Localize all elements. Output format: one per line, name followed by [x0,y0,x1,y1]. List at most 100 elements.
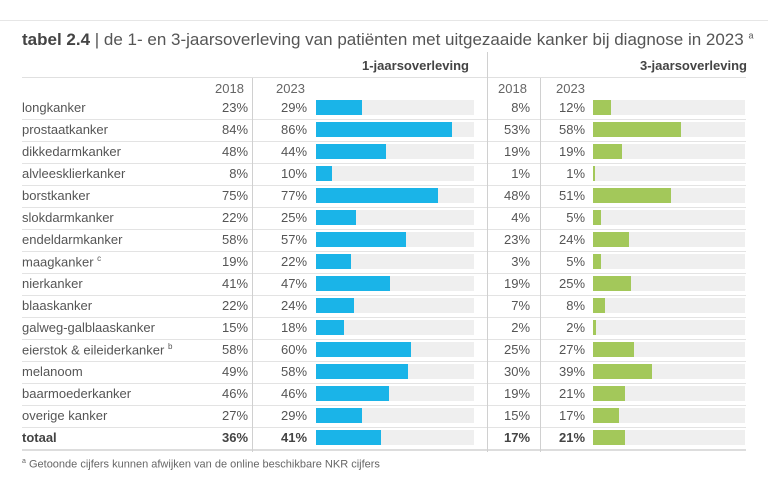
table-title: tabel 2.4 | de 1- en 3-jaarsoverleving v… [22,30,753,50]
bar-track-1yr [316,100,474,115]
value-y1_2023: 44% [280,144,307,159]
year-header-1yr-2018: 2018 [215,81,244,96]
bar-track-3yr [593,100,745,115]
value-y3_2018: 15% [503,408,530,423]
table-row: nierkanker 41% 47% 19% 25% [22,273,746,296]
group-divider [487,52,488,452]
row-label: maagkanker c [22,254,101,269]
value-y3_2018: 4% [511,210,530,225]
row-label-text: longkanker [22,100,86,115]
value-y3_2023: 51% [558,188,585,203]
value-y3_2018: 1% [511,166,530,181]
value-y1_2018: 49% [221,364,248,379]
bar-track-1yr [316,144,474,159]
bar-track-1yr [316,298,474,313]
value-y1_2018: 8% [229,166,248,181]
bar-3yr-2023 [593,254,601,269]
bar-track-1yr [316,408,474,423]
bar-track-1yr [316,320,474,335]
value-y3_2023: 25% [558,276,585,291]
footnote-text: Getoonde cijfers kunnen afwijken van de … [25,458,380,471]
value-y3_2018: 17% [503,430,530,445]
row-label-text: baarmoederkanker [22,386,132,401]
table-number: tabel 2.4 [22,30,91,49]
bar-3yr-2023 [593,122,682,137]
row-label: galweg-galblaaskanker [22,320,155,335]
bar-1yr-2023 [316,386,389,401]
bar-track-1yr [316,254,474,269]
table-row: maagkanker c 19% 22% 3% 5% [22,251,746,274]
bar-1yr-2023 [316,122,452,137]
row-label: borstkanker [22,188,90,203]
total-row: totaal 36% 41% 17% 21% [22,427,746,451]
row-label-text: maagkanker [22,254,94,270]
bar-3yr-2023 [593,232,630,247]
bar-track-3yr [593,144,745,159]
value-y3_2023: 8% [566,298,585,313]
value-y3_2023: 2% [566,320,585,335]
row-label: dikkedarmkanker [22,144,121,159]
value-y3_2023: 5% [566,210,585,225]
footnote-mark: a [22,458,26,465]
value-y1_2018: 48% [221,144,248,159]
row-label: prostaatkanker [22,122,108,137]
value-y1_2018: 46% [221,386,248,401]
value-y1_2023: 25% [280,210,307,225]
value-y1_2018: 58% [221,342,248,357]
row-label-text: overige kanker [22,408,108,423]
bar-track-3yr [593,298,745,313]
value-y3_2023: 17% [558,408,585,423]
bar-track-1yr [316,386,474,401]
bar-track-3yr [593,408,745,423]
bar-track-1yr [316,276,474,291]
value-y3_2023: 24% [558,232,585,247]
bar-3yr-2023 [593,144,622,159]
value-y1_2023: 46% [280,386,307,401]
bar-1yr-2023 [316,188,438,203]
row-label-text: alvleesklierkanker [22,166,126,181]
bar-track-1yr [316,166,474,181]
value-y3_2023: 19% [558,144,585,159]
value-y1_2018: 23% [221,100,248,115]
bar-3yr-2023 [593,298,606,313]
value-y3_2018: 3% [511,254,530,269]
bar-track-1yr [316,188,474,203]
bar-3yr-2023 [593,408,619,423]
bar-track-3yr [593,320,745,335]
bar-3yr-2023 [593,210,601,225]
value-y1_2018: 41% [221,276,248,291]
table-row: dikkedarmkanker 48% 44% 19% 19% [22,141,746,164]
column-divider [540,78,541,452]
row-label: melanoom [22,364,83,379]
value-y3_2018: 19% [503,144,530,159]
value-y3_2023: 39% [558,364,585,379]
bar-1yr-2023 [316,144,386,159]
value-y1_2023: 60% [280,342,307,357]
value-y1_2023: 77% [280,188,307,203]
table-row: galweg-galblaaskanker 15% 18% 2% 2% [22,317,746,340]
header-rule [22,77,746,78]
table-row: slokdarmkanker 22% 25% 4% 5% [22,207,746,230]
row-label-text: dikkedarmkanker [22,144,121,159]
bar-3yr-2023 [593,342,635,357]
value-y1_2023: 29% [280,408,307,423]
bar-track-1yr [316,342,474,357]
row-footnote-mark: b [167,342,173,351]
row-label: alvleesklierkanker [22,166,125,181]
year-header-3yr-2018: 2018 [498,81,527,96]
bar-3yr-2023 [593,386,625,401]
group-header-1yr: 1-jaarsoverleving [362,58,469,73]
value-y1_2023: 29% [280,100,307,115]
bar-1yr-2023 [316,232,407,247]
value-y3_2018: 53% [503,122,530,137]
value-y3_2023: 5% [566,254,585,269]
year-header-3yr-2023: 2023 [556,81,585,96]
title-footnote-mark: a [748,30,754,41]
value-y3_2018: 48% [503,188,530,203]
bar-track-3yr [593,386,745,401]
bar-track-3yr [593,188,745,203]
bar-3yr-2023 [593,364,653,379]
bar-track-1yr [316,430,474,445]
bar-track-3yr [593,210,745,225]
row-label: eierstok & eileiderkanker b [22,342,172,357]
